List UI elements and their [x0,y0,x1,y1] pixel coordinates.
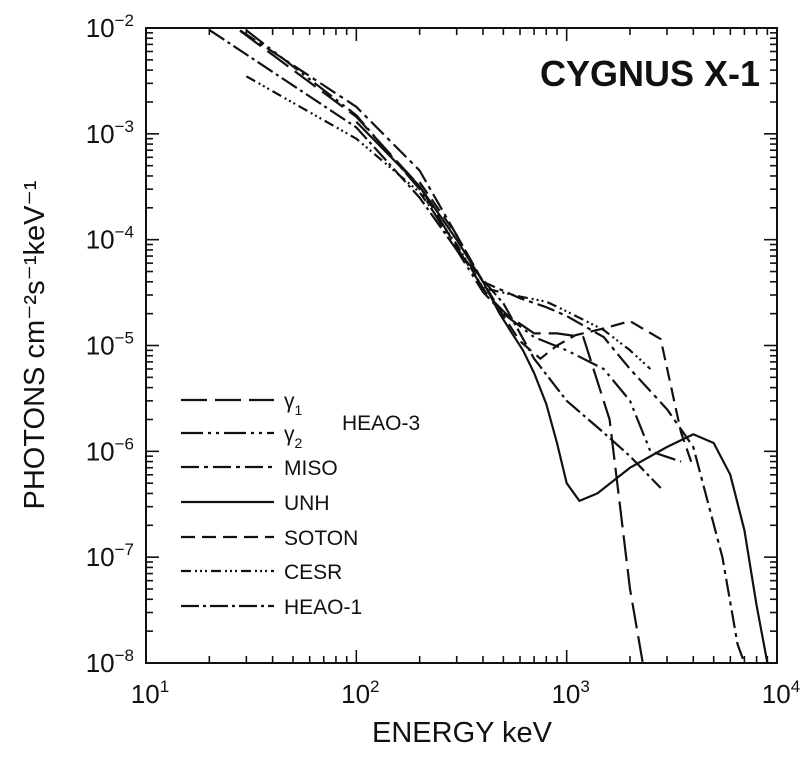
legend-label: γ2 [284,423,303,451]
y-tick-labels: 10−2 10−3 10−4 10−5 10−6 10−7 10−8 [86,11,134,678]
series-group [208,28,769,664]
x-tick-labels: 101 102 103 104 [131,677,800,709]
series-line-soton [418,181,695,469]
legend-label: γ1 [284,390,303,418]
series-line-heao-1 [208,28,662,489]
chart-title: CYGNUS X-1 [540,53,760,94]
series-line-γ2 [245,29,682,463]
y-tick-label: 10−6 [86,434,134,466]
x-tick-label: 102 [341,677,379,709]
y-tick-label: 10−3 [86,117,134,149]
x-tick-label: 101 [131,677,169,709]
y-tick-label: 10−7 [86,540,134,572]
legend-label: SOTON [284,527,358,550]
y-tick-label: 10−2 [86,11,134,43]
y-tick-label: 10−8 [86,646,134,678]
legend-label: MISO [284,457,338,480]
legend-label: CESR [284,561,342,584]
series-line-miso [239,29,746,664]
y-axis-title: PHOTONS cm⁻²s⁻¹keV⁻¹ [19,180,51,509]
x-axis-title: ENERGY keV [372,717,553,749]
x-tick-label: 103 [551,677,589,709]
y-tick-label: 10−4 [86,223,134,255]
legend-group-label: HEAO-3 [342,412,420,435]
plot-frame [145,27,778,664]
axis-ticks [145,27,778,664]
legend-label: HEAO-1 [284,596,362,619]
x-tick-label: 104 [762,677,800,709]
legend-label: UNH [284,492,330,515]
y-tick-label: 10−5 [86,329,134,361]
series-line-unh [355,121,769,664]
legend: γ1 γ2 MISO UNH SOTON CESR HEAO-1 [181,390,362,619]
